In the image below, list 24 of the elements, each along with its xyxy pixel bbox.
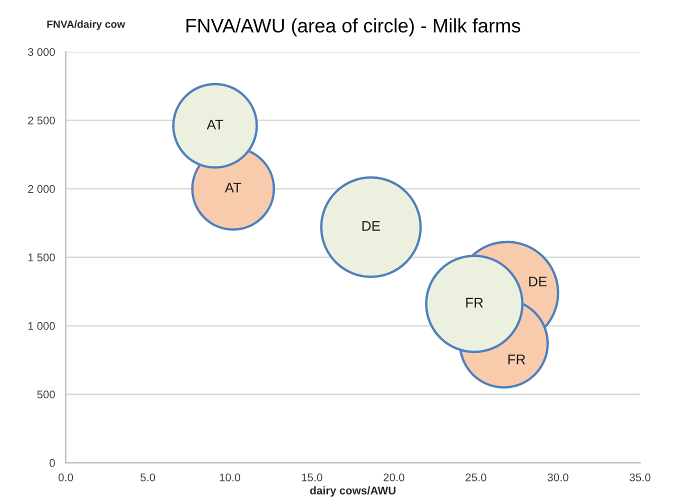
annotation: AT (224, 182, 242, 192)
annotation: DE (362, 221, 380, 231)
x-tick-label: 20.0 (384, 473, 404, 482)
y-tick-label: 0 (50, 459, 55, 467)
x-tick-label: 30.0 (548, 473, 568, 482)
x-tick-label: 25.0 (466, 473, 486, 482)
y-tick-label: 2 000 (28, 185, 55, 193)
y-tick-label: 500 (37, 390, 55, 398)
y-axis-title: FNVA/dairy cow (47, 20, 126, 30)
annotation: AT (206, 120, 224, 130)
x-tick-label: 0.0 (58, 473, 74, 482)
y-tick-label: 1 500 (28, 254, 55, 262)
annotation: FR (508, 354, 526, 364)
x-tick-label: 10.0 (220, 473, 240, 482)
x-tick-label: 35.0 (630, 473, 650, 482)
y-tick-label: 2 500 (28, 116, 55, 124)
y-tick-label: 1 000 (28, 322, 55, 330)
x-tick-label: 5.0 (140, 473, 156, 482)
annotation: DE (529, 276, 547, 286)
chart-title: FNVA/AWU (area of circle) - Milk farms (186, 18, 520, 36)
x-tick-label: 15.0 (302, 473, 322, 482)
y-tick-label: 3 000 (28, 48, 55, 56)
annotation: FR (466, 298, 483, 308)
x-axis-title: dairy cows/AWU (310, 486, 396, 497)
